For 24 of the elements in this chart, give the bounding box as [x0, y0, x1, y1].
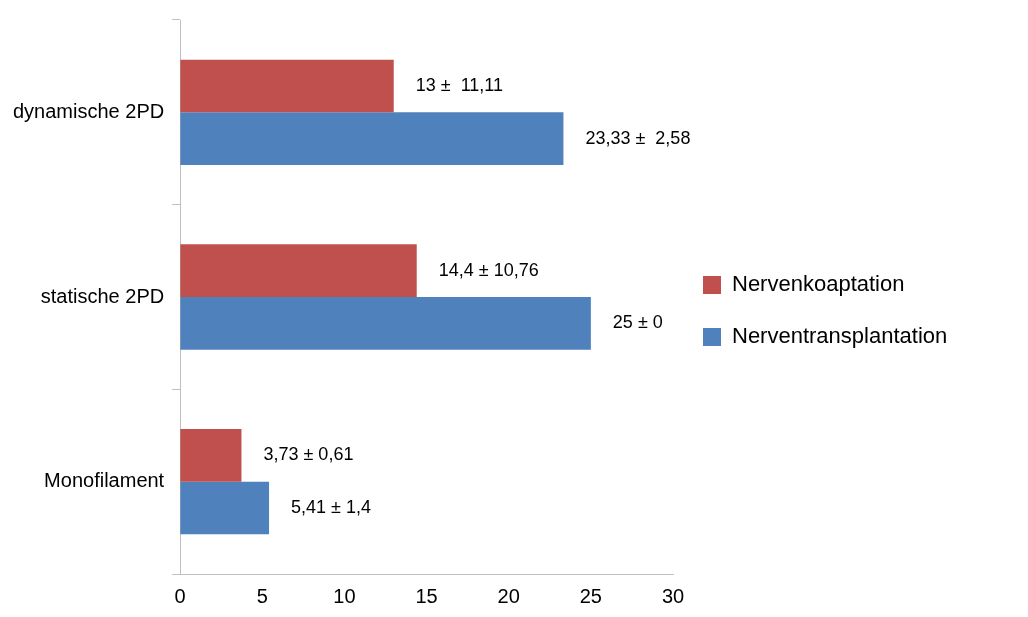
x-tick-label: 0 — [174, 584, 186, 607]
bar — [180, 429, 242, 482]
x-tick-label: 20 — [497, 584, 520, 607]
x-tick-label: 30 — [661, 584, 685, 607]
data-label: 14,4 ± 10,76 — [438, 259, 539, 280]
x-tick-label: 5 — [256, 584, 268, 607]
x-tick-label: 25 — [579, 584, 602, 607]
bar — [180, 112, 564, 165]
x-tick-label: 15 — [415, 584, 438, 607]
bar — [180, 244, 417, 297]
data-label: 3,73 ± 0,61 — [263, 444, 354, 465]
y-tick-label: Monofilament — [44, 469, 165, 492]
data-label: 23,33 ± 2,58 — [585, 127, 691, 148]
legend-label: Nervenkoaptation — [732, 271, 905, 297]
y-tick-label: statische 2PD — [40, 284, 165, 307]
legend-label: Nerventransplantation — [732, 323, 948, 349]
bar — [180, 297, 591, 350]
x-tick-label: 10 — [333, 584, 356, 607]
data-label: 5,41 ± 1,4 — [291, 496, 371, 517]
data-label: 13 ± 11,11 — [415, 74, 504, 95]
y-tick-label: dynamische 2PD — [12, 99, 165, 122]
bar — [180, 481, 270, 535]
bar — [180, 59, 394, 113]
data-label: 25 ± 0 — [612, 312, 663, 333]
